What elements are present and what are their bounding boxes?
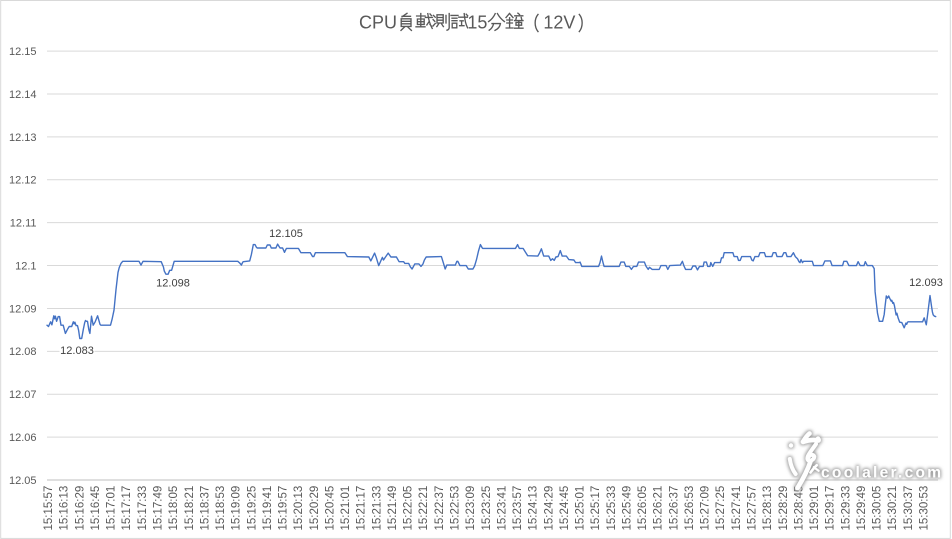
svg-text:15:16:29: 15:16:29 <box>74 486 86 531</box>
svg-text:15:18:37: 15:18:37 <box>199 486 211 531</box>
svg-text:15:15:57: 15:15:57 <box>43 486 55 531</box>
svg-text:15:17:49: 15:17:49 <box>153 486 165 531</box>
svg-text:15:21:17: 15:21:17 <box>356 486 368 531</box>
svg-text:15:30:21: 15:30:21 <box>887 486 899 531</box>
svg-text:15:29:01: 15:29:01 <box>809 486 821 531</box>
svg-text:15:26:05: 15:26:05 <box>637 486 649 531</box>
svg-text:12.14: 12.14 <box>9 89 37 101</box>
svg-text:12.1: 12.1 <box>15 261 36 273</box>
svg-text:15:16:45: 15:16:45 <box>90 486 102 531</box>
svg-text:15:22:21: 15:22:21 <box>418 486 430 531</box>
svg-text:15:29:33: 15:29:33 <box>840 486 852 531</box>
svg-text:15:23:09: 15:23:09 <box>465 486 477 531</box>
svg-text:15:19:09: 15:19:09 <box>231 486 243 531</box>
svg-text:15:25:49: 15:25:49 <box>621 486 633 531</box>
svg-text:12.093: 12.093 <box>909 277 943 289</box>
svg-text:15:27:09: 15:27:09 <box>700 486 712 531</box>
svg-text:15:29:17: 15:29:17 <box>825 486 837 531</box>
svg-text:15:18:21: 15:18:21 <box>184 486 196 531</box>
svg-text:15:26:53: 15:26:53 <box>684 486 696 531</box>
svg-text:15:16:13: 15:16:13 <box>59 486 71 531</box>
svg-text:15:25:01: 15:25:01 <box>575 486 587 531</box>
svg-text:12.09: 12.09 <box>9 303 37 315</box>
svg-text:12.07: 12.07 <box>9 389 37 401</box>
svg-text:15:30:53: 15:30:53 <box>918 486 930 531</box>
svg-text:15:27:57: 15:27:57 <box>747 486 759 531</box>
svg-text:15:22:53: 15:22:53 <box>450 486 462 531</box>
svg-text:15:20:45: 15:20:45 <box>324 486 336 531</box>
svg-text:15:19:25: 15:19:25 <box>246 486 258 531</box>
svg-text:12.05: 12.05 <box>9 475 37 487</box>
svg-text:15:25:17: 15:25:17 <box>590 486 602 531</box>
svg-text:12V: 12V <box>543 12 575 32</box>
svg-text:12.105: 12.105 <box>269 228 303 240</box>
svg-text:15:29:49: 15:29:49 <box>856 486 868 531</box>
svg-text:15:23:41: 15:23:41 <box>496 486 508 531</box>
svg-text:15:23:25: 15:23:25 <box>481 486 493 531</box>
svg-text:15:22:05: 15:22:05 <box>403 486 415 531</box>
svg-text:15:28:45: 15:28:45 <box>793 486 805 531</box>
svg-text:15:28:29: 15:28:29 <box>778 486 790 531</box>
svg-text:15:26:37: 15:26:37 <box>668 486 680 531</box>
svg-text:15:18:05: 15:18:05 <box>168 486 180 531</box>
svg-text:12.08: 12.08 <box>9 346 37 358</box>
svg-text:15:24:13: 15:24:13 <box>528 486 540 531</box>
svg-text:15:17:01: 15:17:01 <box>106 486 118 531</box>
svg-text:15:21:33: 15:21:33 <box>371 486 383 531</box>
svg-text:15:28:13: 15:28:13 <box>762 486 774 531</box>
svg-text:15:17:17: 15:17:17 <box>121 486 133 531</box>
svg-text:12.098: 12.098 <box>156 278 190 290</box>
svg-text:15:19:41: 15:19:41 <box>262 486 274 531</box>
svg-text:15: 15 <box>467 12 487 32</box>
svg-text:15:22:37: 15:22:37 <box>434 486 446 531</box>
svg-text:12.06: 12.06 <box>9 432 37 444</box>
svg-text:15:20:29: 15:20:29 <box>309 486 321 531</box>
svg-text:15:17:33: 15:17:33 <box>137 486 149 531</box>
svg-text:15:30:37: 15:30:37 <box>903 486 915 531</box>
svg-text:15:24:29: 15:24:29 <box>543 486 555 531</box>
svg-text:15:20:13: 15:20:13 <box>293 486 305 531</box>
svg-text:12.11: 12.11 <box>10 218 37 230</box>
svg-text:15:30:05: 15:30:05 <box>872 486 884 531</box>
svg-text:15:25:33: 15:25:33 <box>606 486 618 531</box>
svg-text:15:23:57: 15:23:57 <box>512 486 524 531</box>
svg-text:15:18:53: 15:18:53 <box>215 486 227 531</box>
svg-text:15:21:01: 15:21:01 <box>340 486 352 531</box>
svg-text:15:24:45: 15:24:45 <box>559 486 571 531</box>
svg-text:15:19:57: 15:19:57 <box>278 486 290 531</box>
svg-text:15:21:49: 15:21:49 <box>387 486 399 531</box>
svg-text:12.15: 12.15 <box>9 46 37 58</box>
svg-text:CPU: CPU <box>359 12 397 32</box>
svg-text:15:27:25: 15:27:25 <box>715 486 727 531</box>
svg-text:15:27:41: 15:27:41 <box>731 486 743 531</box>
svg-text:12.083: 12.083 <box>60 345 94 357</box>
svg-text:coolaler.com: coolaler.com <box>821 465 943 482</box>
svg-text:12.13: 12.13 <box>9 132 37 144</box>
svg-text:12.12: 12.12 <box>9 175 37 187</box>
svg-text:15:26:21: 15:26:21 <box>653 486 665 531</box>
